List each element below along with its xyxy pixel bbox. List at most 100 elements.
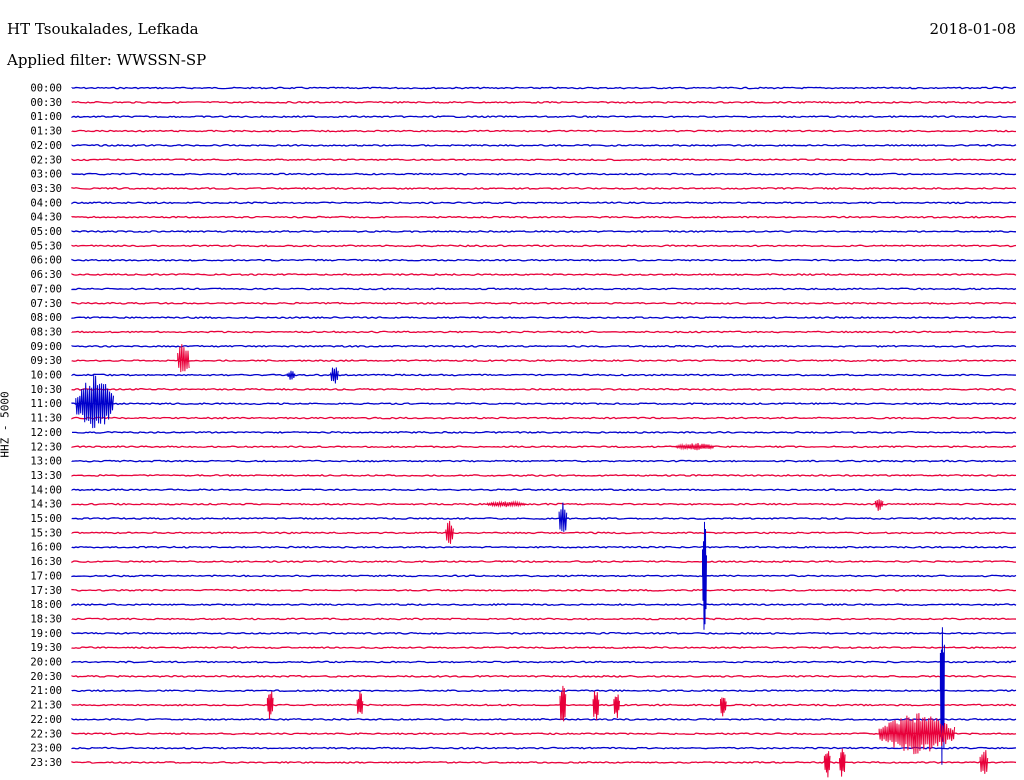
trace-line [71, 416, 1017, 420]
row-time-label: 18:00 [30, 599, 62, 611]
row-time-label: 08:00 [30, 312, 62, 324]
seismic-event [878, 713, 956, 755]
row-time-label: 16:00 [30, 542, 62, 554]
row-time-label: 03:00 [30, 169, 62, 181]
row-time-label: 20:30 [30, 671, 62, 683]
trace-line [71, 143, 1017, 147]
trace-line [71, 330, 1017, 334]
seismic-event [592, 691, 600, 721]
trace-line [71, 717, 1017, 721]
trace-line [71, 215, 1017, 219]
seismic-event [838, 748, 846, 777]
seismic-event [356, 691, 364, 714]
trace-line [71, 588, 1017, 592]
row-time-label: 09:30 [30, 355, 62, 367]
trace-line [71, 201, 1017, 205]
trace-line [71, 545, 1017, 549]
seismic-event [75, 374, 114, 429]
seismic-event [874, 499, 884, 511]
row-time-label: 07:00 [30, 283, 62, 295]
trace-line [71, 172, 1017, 176]
trace-line [71, 273, 1017, 277]
row-time-label: 06:30 [30, 269, 62, 281]
row-time-label: 09:00 [30, 341, 62, 353]
row-time-label: 05:30 [30, 240, 62, 252]
row-time-label: 11:00 [30, 398, 62, 410]
seismic-event [330, 367, 339, 384]
row-time-label: 21:30 [30, 700, 62, 712]
row-time-label: 10:30 [30, 384, 62, 396]
row-time-label: 15:00 [30, 513, 62, 525]
trace-line [71, 129, 1017, 133]
seismic-event [445, 520, 454, 544]
trace-line [71, 660, 1017, 664]
seismic-event [177, 344, 190, 373]
row-time-label: 08:30 [30, 326, 62, 338]
seismic-event [823, 751, 831, 778]
trace-line [71, 402, 1017, 406]
trace-line [71, 387, 1017, 391]
trace-line [71, 344, 1017, 348]
row-time-label: 22:00 [30, 714, 62, 726]
trace-line [71, 287, 1017, 291]
trace-line [71, 617, 1017, 621]
seismic-event [613, 694, 620, 719]
trace-line [71, 244, 1017, 248]
row-time-label: 02:00 [30, 140, 62, 152]
row-time-label: 18:30 [30, 613, 62, 625]
seismic-event [286, 370, 296, 380]
seismic-event [266, 691, 274, 719]
row-time-label: 13:00 [30, 456, 62, 468]
row-time-label: 22:30 [30, 728, 62, 740]
row-time-label: 17:30 [30, 585, 62, 597]
trace-line [71, 445, 1017, 449]
trace-line [71, 301, 1017, 305]
row-time-label: 14:30 [30, 499, 62, 511]
trace-line [71, 474, 1017, 477]
filter-label: Applied filter: WWSSN-SP [7, 51, 207, 69]
trace-line [71, 459, 1017, 463]
trace-line [71, 689, 1017, 693]
row-time-label: 01:00 [30, 111, 62, 123]
trace-line [72, 430, 1017, 434]
row-time-label: 00:00 [30, 83, 62, 95]
trace-line [71, 517, 1017, 520]
row-time-label: 23:00 [30, 743, 62, 755]
trace-line [71, 100, 1017, 104]
trace-line [71, 646, 1017, 650]
row-time-label: 06:00 [30, 255, 62, 267]
seismic-event [559, 685, 567, 722]
record-date: 2018-01-08 [929, 20, 1016, 38]
trace-line [71, 86, 1017, 90]
trace-line [71, 631, 1017, 635]
trace-line [71, 502, 1017, 506]
row-time-label: 19:00 [30, 628, 62, 640]
row-time-label: 00:30 [30, 97, 62, 109]
row-time-label: 05:00 [30, 226, 62, 238]
row-time-label: 11:30 [30, 413, 62, 425]
row-time-label: 14:00 [30, 484, 62, 496]
trace-line [71, 488, 1017, 492]
trace-line [71, 158, 1017, 162]
seismic-event [720, 697, 727, 717]
row-time-label: 01:30 [30, 126, 62, 138]
trace-line [71, 603, 1017, 607]
row-time-label: 12:00 [30, 427, 62, 439]
row-time-label: 16:30 [30, 556, 62, 568]
seismic-event [675, 442, 715, 451]
seismic-event [701, 521, 707, 630]
row-time-label: 15:30 [30, 527, 62, 539]
seismic-event [939, 627, 945, 765]
trace-line [71, 531, 1017, 535]
row-time-label: 21:00 [30, 685, 62, 697]
trace-line [71, 674, 1017, 678]
trace-line [71, 761, 1017, 764]
trace-line [71, 560, 1017, 564]
trace-line [71, 187, 1017, 190]
seismic-event [486, 500, 526, 509]
trace-line [71, 359, 1017, 363]
row-time-label: 12:30 [30, 441, 62, 453]
row-time-label: 13:30 [30, 470, 62, 482]
row-time-label: 10:00 [30, 370, 62, 382]
